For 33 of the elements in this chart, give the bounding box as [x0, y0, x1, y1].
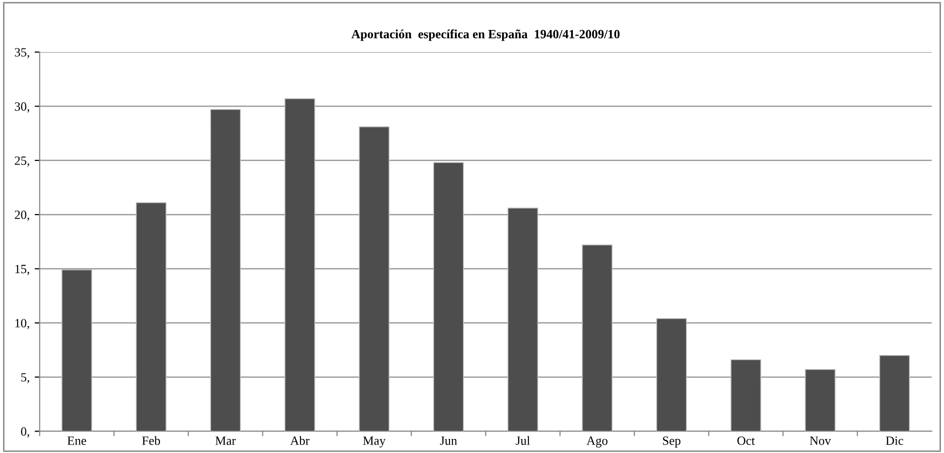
x-tick-label: Feb: [142, 436, 160, 445]
x-tick-label: Abr: [290, 436, 310, 445]
y-tick-label: 30,: [14, 102, 30, 113]
bar: [508, 208, 538, 432]
x-tick-label: May: [363, 436, 386, 448]
bar: [358, 126, 390, 432]
x-tick-label: Ago: [586, 436, 608, 448]
x-tick-label: Sep: [663, 436, 680, 448]
bar: [879, 355, 910, 432]
x-tick-label: Mar: [215, 436, 236, 445]
bar: [730, 359, 762, 432]
bar: [210, 109, 241, 432]
y-tick-label: 10,: [15, 318, 30, 330]
x-tick-label: Nov: [810, 436, 831, 445]
bar: [656, 318, 687, 432]
bar: [433, 162, 464, 432]
bar: [804, 369, 836, 432]
x-tick-label: Dic: [886, 436, 904, 445]
bar: [136, 202, 166, 432]
y-tick-label: 20,: [14, 210, 30, 221]
y-tick-label: 15,: [15, 264, 30, 276]
x-tick-label: Oct: [737, 436, 755, 445]
y-tick-label: 5,: [21, 373, 30, 384]
y-tick-label: 0,: [21, 427, 30, 438]
x-tick-label: Ene: [67, 436, 86, 445]
y-tick-label: 25,: [14, 156, 30, 167]
bar: [582, 244, 612, 432]
chart-title: Aportación específica en España 1940/41-2009/10: [351, 29, 620, 41]
y-tick-label: 35,: [14, 48, 30, 58]
x-tick-label: Jul: [516, 436, 530, 445]
bar: [62, 269, 92, 432]
bar: [284, 98, 316, 432]
x-tick-label: Jun: [440, 436, 458, 445]
